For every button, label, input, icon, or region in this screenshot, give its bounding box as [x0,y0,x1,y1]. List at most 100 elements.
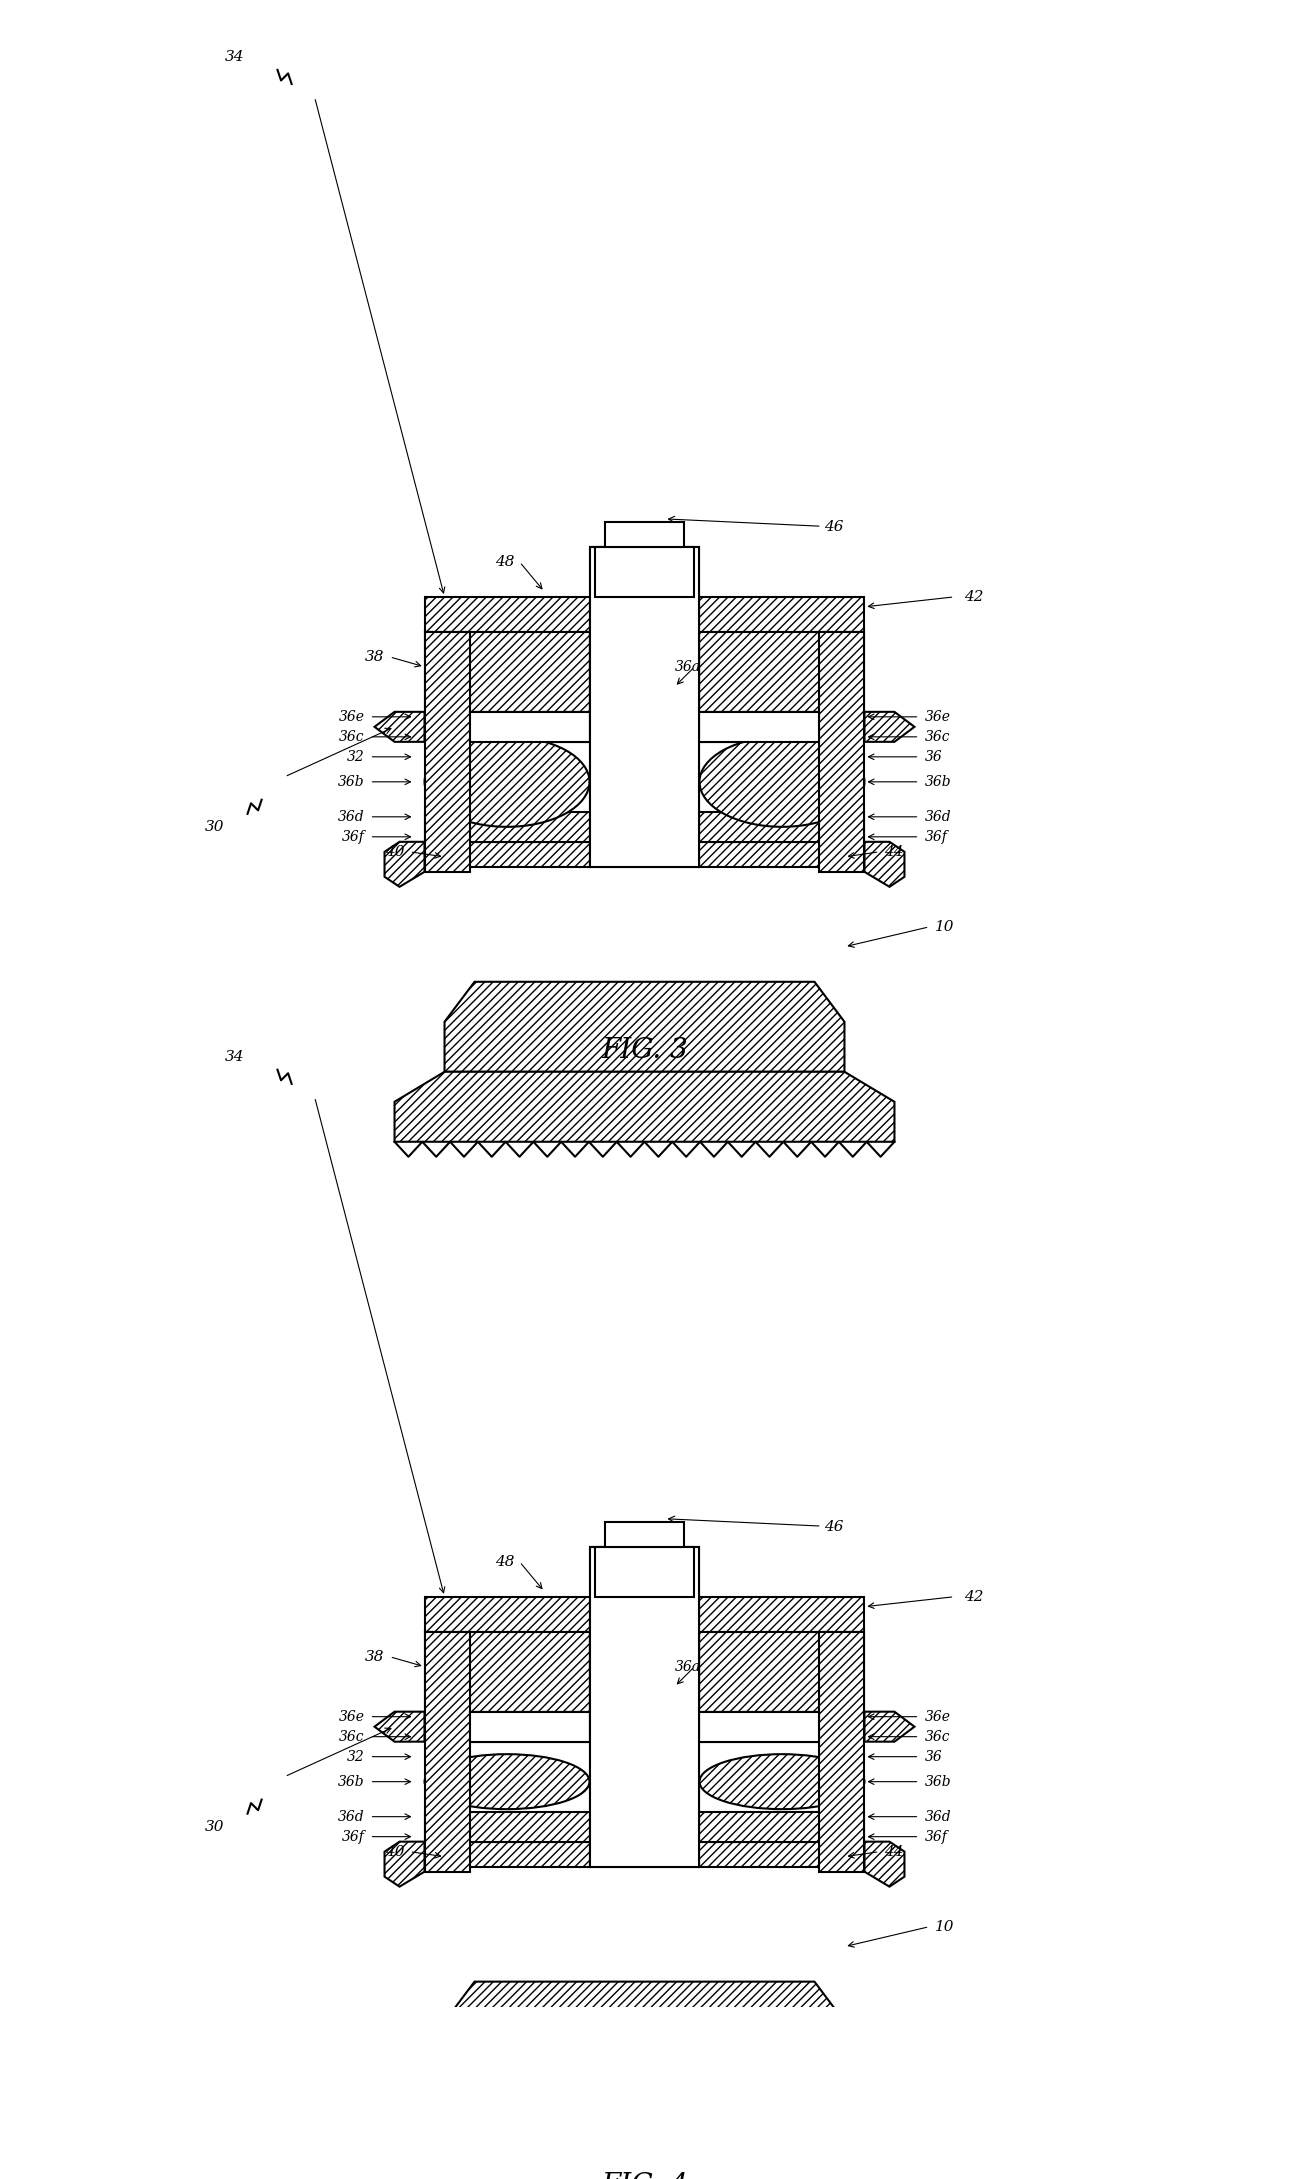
Bar [424,1597,589,1632]
Text: 46: 46 [669,516,844,534]
Text: 36d: 36d [924,1811,951,1824]
Text: 36: 36 [924,1750,942,1763]
Bar [700,841,865,867]
Bar [589,547,700,867]
Ellipse shape [424,737,589,826]
Text: 42: 42 [964,1591,984,1604]
Text: 36c: 36c [924,1730,950,1743]
Text: 36e: 36e [339,1711,365,1724]
Text: 44: 44 [884,845,904,859]
Bar [589,1632,700,1713]
Polygon shape [865,841,905,887]
Text: 32: 32 [347,750,365,765]
Polygon shape [865,1713,914,1741]
Text: 10: 10 [935,920,954,935]
Text: 36d: 36d [338,811,365,824]
Text: 34: 34 [224,1050,244,1063]
Bar [589,547,700,867]
Polygon shape [865,1841,905,1887]
Ellipse shape [424,1754,589,1809]
Text: 36f: 36f [924,830,947,843]
Bar [424,632,469,872]
Text: 36: 36 [924,750,942,765]
Bar [594,547,695,597]
Text: 34: 34 [224,50,244,63]
Text: 38: 38 [365,649,384,665]
Bar [700,813,865,841]
Bar [589,1547,700,1867]
Text: 48: 48 [495,556,514,569]
Bar [700,1713,865,1741]
Text: 36c: 36c [339,1730,365,1743]
Text: 40: 40 [385,1846,405,1859]
Polygon shape [445,983,844,1072]
Text: 32: 32 [347,1750,365,1763]
Bar [469,713,589,741]
Text: 46: 46 [669,1517,844,1534]
Text: 36f: 36f [924,1830,947,1843]
Text: 10: 10 [935,1920,954,1933]
Bar [700,713,820,741]
Bar [424,813,589,841]
Bar [605,521,684,547]
Text: 36f: 36f [342,830,365,843]
Bar [700,597,865,632]
Text: FIG. 3: FIG. 3 [601,1037,688,1063]
Text: 36e: 36e [924,710,950,723]
Bar [700,1811,865,1841]
Bar [424,1632,589,1713]
Text: 38: 38 [365,1650,384,1665]
Text: 36d: 36d [338,1811,365,1824]
Text: 36e: 36e [339,710,365,723]
Bar [594,1547,695,1597]
Bar [605,1521,684,1547]
Bar [424,713,589,741]
Bar [700,1597,865,1632]
Polygon shape [375,713,424,741]
Bar [589,1547,700,1867]
Bar [424,1811,589,1841]
Bar [424,632,589,713]
Bar [424,1841,589,1867]
Text: 36b: 36b [924,776,951,789]
Text: FIG. 4: FIG. 4 [601,2172,688,2179]
Text: 42: 42 [964,591,984,604]
Text: 36e: 36e [924,1711,950,1724]
Text: 36d: 36d [924,811,951,824]
Text: 36c: 36c [924,730,950,743]
Text: 30: 30 [205,1819,224,1835]
Text: 30: 30 [205,819,224,835]
Text: 44: 44 [884,1846,904,1859]
Bar [700,713,865,741]
Text: 36b: 36b [338,776,365,789]
Bar [700,632,865,713]
Bar [424,841,589,867]
Text: 40: 40 [385,845,405,859]
Text: 36a: 36a [674,660,700,673]
Ellipse shape [700,1754,865,1809]
Text: 36b: 36b [338,1774,365,1789]
Text: 36b: 36b [924,1774,951,1789]
Bar [589,632,700,713]
Bar [424,597,589,632]
Polygon shape [384,841,424,887]
Bar [820,1632,865,1872]
Text: 36f: 36f [342,1830,365,1843]
Text: 36c: 36c [339,730,365,743]
Polygon shape [384,1841,424,1887]
Polygon shape [394,1072,895,1142]
Text: 36a: 36a [674,1660,700,1673]
Polygon shape [394,2072,895,2142]
Bar [700,1841,865,1867]
Text: 48: 48 [495,1554,514,1569]
Bar [469,1713,589,1741]
Bar [820,632,865,872]
Bar [700,1632,865,1713]
Bar [424,1632,469,1872]
Bar [424,1713,589,1741]
Bar [700,1713,820,1741]
Polygon shape [445,1981,844,2072]
Ellipse shape [700,737,865,826]
Polygon shape [865,713,914,741]
Polygon shape [375,1713,424,1741]
